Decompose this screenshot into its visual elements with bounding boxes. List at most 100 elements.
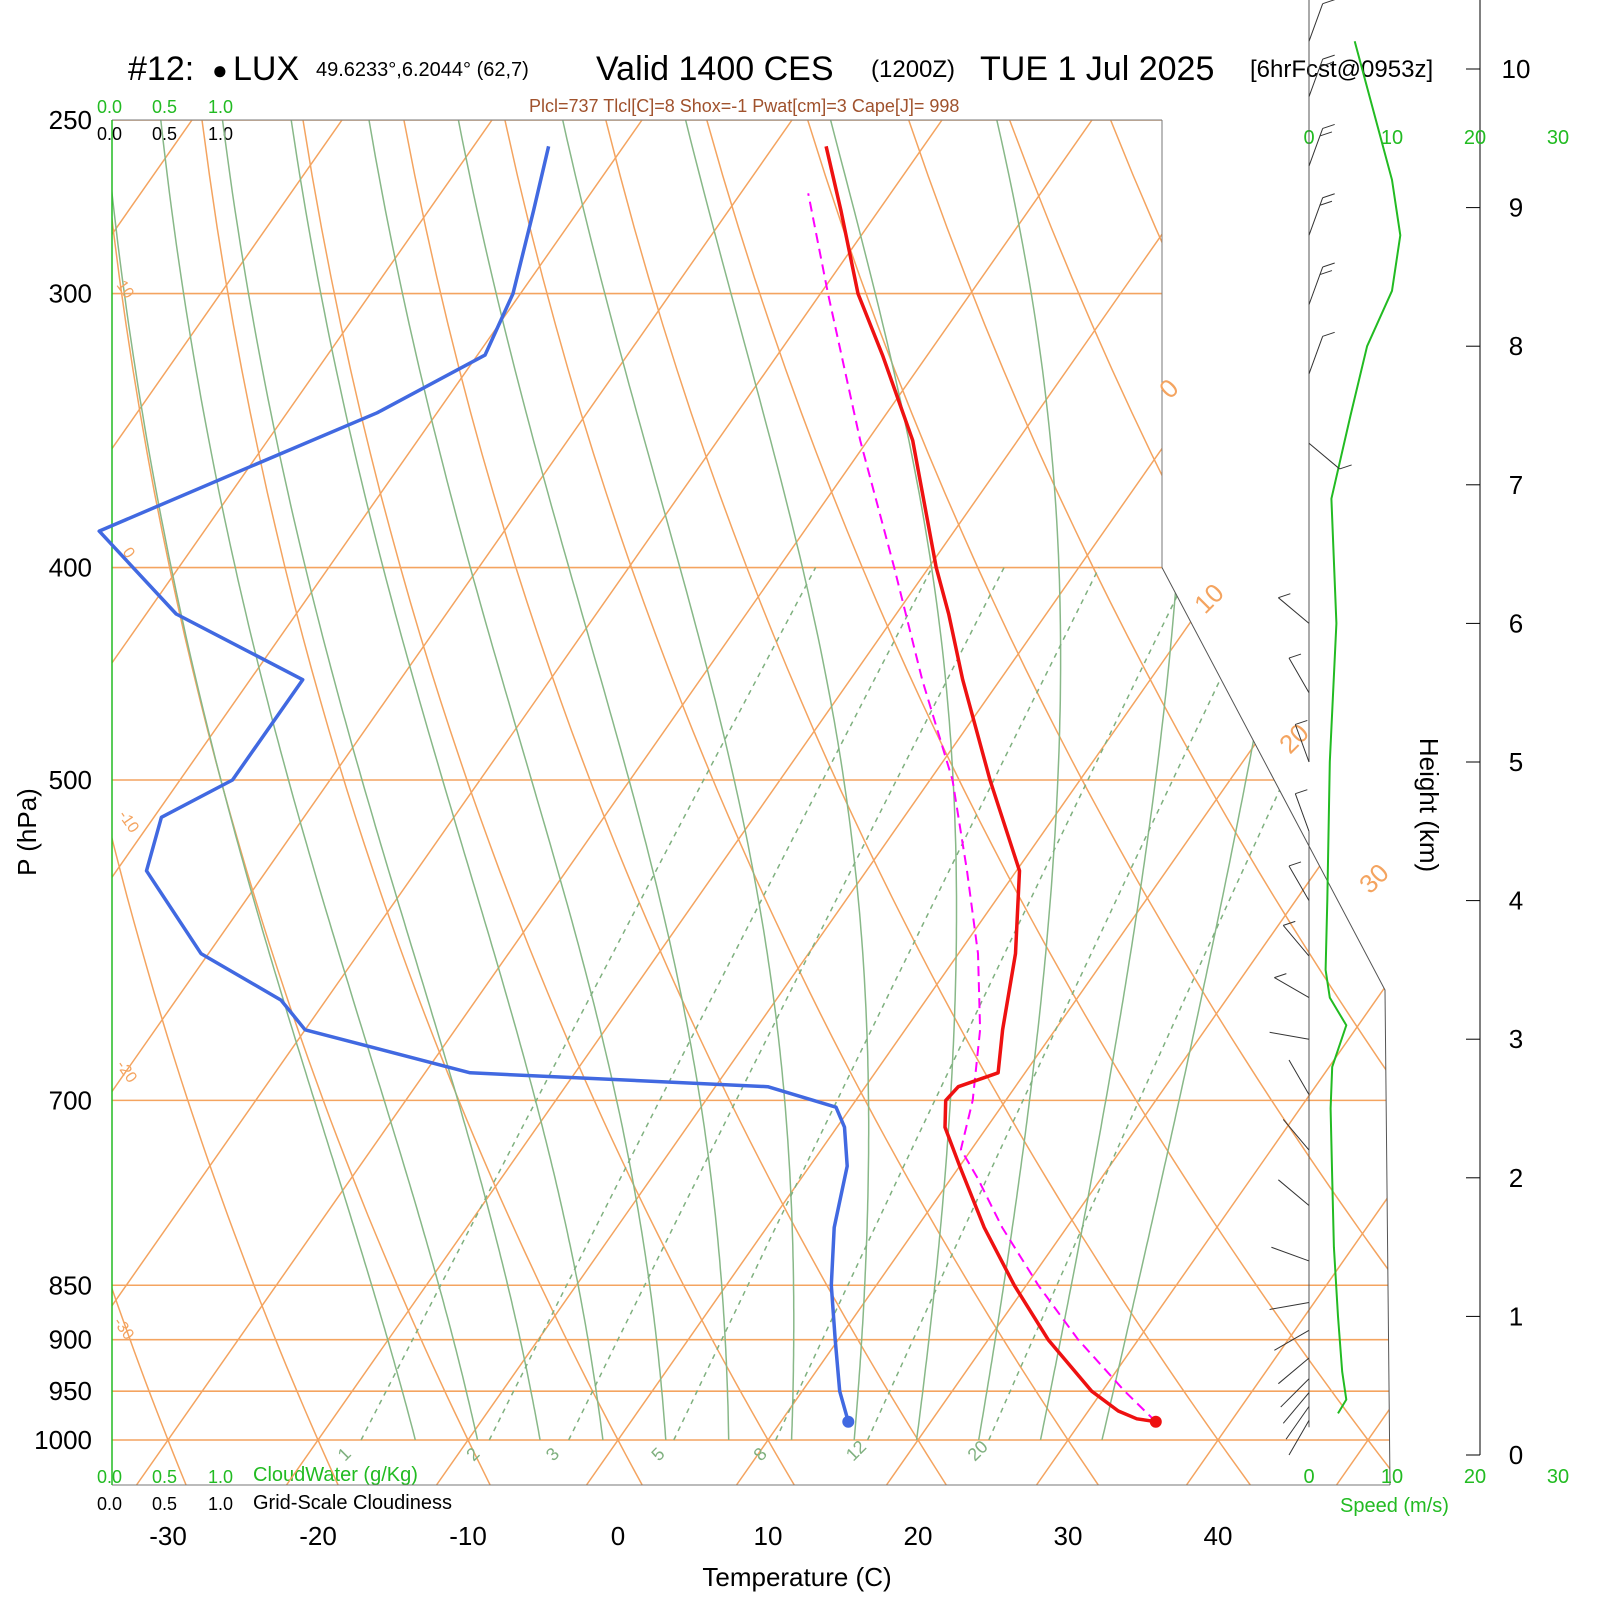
wind-barb xyxy=(1288,865,1310,901)
station-marker: ● xyxy=(212,55,228,85)
temperature-tick-label: -10 xyxy=(449,1521,487,1551)
height-tick-label: 2 xyxy=(1509,1163,1523,1193)
wind-barb-flag xyxy=(1322,123,1335,129)
wind-barb-flag xyxy=(1278,593,1291,599)
speed-tick-top: 30 xyxy=(1547,127,1569,149)
height-tick-label: 1 xyxy=(1509,1301,1523,1331)
wind-barb xyxy=(1282,1392,1310,1424)
wind-barb xyxy=(1288,1059,1310,1095)
dry-adiabat-line xyxy=(706,120,1390,1485)
dry-adiabat-line xyxy=(112,120,192,1485)
moist-adiabat-line xyxy=(112,120,417,1441)
wind-barb-flag xyxy=(1322,54,1335,60)
moist-adiabat-line xyxy=(284,120,604,1441)
isotherm-label: 0 xyxy=(1153,373,1184,404)
wind-barb xyxy=(1274,977,1310,999)
mixing-ratio-label: 3 xyxy=(542,1444,563,1465)
cloudiness-tick-top-1: 0.5 xyxy=(152,124,177,144)
cloudwater-tick-bottom-1: 0.5 xyxy=(152,1467,177,1487)
speed-tick-bottom: 20 xyxy=(1464,1466,1486,1488)
moist-adiabat-line xyxy=(553,120,795,1441)
mixing-ratio-line xyxy=(866,567,1275,1441)
temperature-tick-label: 40 xyxy=(1204,1521,1233,1551)
cloudiness-tick-bottom-0: 0.0 xyxy=(97,1494,122,1514)
height-tick-label: 8 xyxy=(1509,331,1523,361)
isotherm-line xyxy=(1185,120,1390,1485)
wind-barb-flag xyxy=(1319,62,1333,68)
wind-barb-flag xyxy=(1339,464,1352,470)
dry-adiabat-line xyxy=(112,120,344,1485)
moist-adiabat-line xyxy=(361,120,667,1441)
isotherm-line xyxy=(285,120,1243,1485)
mixing-ratio-line xyxy=(568,567,1005,1441)
wind-barb xyxy=(1278,597,1310,624)
wind-speed-line xyxy=(1324,41,1402,1414)
speed-tick-bottom: 0 xyxy=(1303,1466,1314,1488)
pressure-tick-label: 850 xyxy=(49,1270,92,1300)
wind-barb xyxy=(1288,657,1310,693)
mixing-ratio-label: 5 xyxy=(647,1444,668,1465)
cloudwater-tick-bottom-2: 1.0 xyxy=(208,1467,233,1487)
wind-barb xyxy=(1280,1378,1310,1408)
height-tick-label: 10 xyxy=(1502,54,1531,84)
wind-barb-flag xyxy=(1319,270,1333,276)
mixing-ratio-line xyxy=(673,567,1100,1441)
y-axis-title: P (hPa) xyxy=(12,788,42,876)
cloudwater-tick-top-2: 1.0 xyxy=(208,97,233,117)
wind-barb-flag xyxy=(1322,193,1335,199)
moist-adiabat-line xyxy=(216,120,541,1441)
wind-barb xyxy=(1271,1246,1310,1262)
wind-barb xyxy=(1308,58,1324,97)
station-id: #12: xyxy=(128,50,194,88)
temperature-line xyxy=(824,145,1157,1424)
mixing-ratio-line xyxy=(775,567,1192,1441)
height-tick-label: 6 xyxy=(1509,608,1523,638)
isotherm-line xyxy=(112,120,343,1485)
moist-adiabat-line xyxy=(977,120,1062,1441)
temperature-tick-label: 0 xyxy=(611,1521,625,1551)
valid-zulu: (1200Z) xyxy=(871,56,955,83)
isotherm-line xyxy=(435,120,1390,1485)
wind-barb xyxy=(1278,1179,1310,1206)
height-tick-label: 9 xyxy=(1509,193,1523,223)
height-tick-label: 3 xyxy=(1509,1024,1523,1054)
speed-tick-top: 10 xyxy=(1381,127,1403,149)
dry-adiabat-line xyxy=(907,120,1390,1485)
dry-adiabat-line xyxy=(605,120,1259,1485)
pressure-tick-label: 900 xyxy=(49,1325,92,1355)
mixing-ratio-line xyxy=(360,567,817,1441)
wind-barb-flag xyxy=(1322,0,1335,5)
wind-barb xyxy=(1308,442,1340,470)
wind-barb xyxy=(1308,3,1324,42)
wind-barb-flag xyxy=(1322,331,1335,337)
dry-adiabat-line xyxy=(1109,120,1390,1485)
dry-adiabat-line xyxy=(1514,120,1600,1496)
pressure-tick-label: 700 xyxy=(49,1085,92,1115)
wind-barb-flag xyxy=(1295,719,1308,725)
temperature-tick-label: 20 xyxy=(904,1521,933,1551)
temperature-tick-label: -20 xyxy=(299,1521,337,1551)
wind-barb xyxy=(1278,1357,1310,1385)
speed-axis-title: Speed (m/s) xyxy=(1340,1495,1449,1517)
surface-temperature-dot xyxy=(1149,1415,1162,1428)
dry-adiabat-line xyxy=(504,120,1107,1485)
isotherm-line xyxy=(112,120,793,1485)
wind-barb xyxy=(1288,1420,1310,1456)
cloudiness-tick-top-2: 1.0 xyxy=(208,124,233,144)
cloudwater-tick-top-1: 0.5 xyxy=(152,97,177,117)
cloudiness-tick-bottom-1: 0.5 xyxy=(152,1494,177,1514)
wind-barb xyxy=(1282,1119,1310,1151)
wind-barb xyxy=(1285,1406,1310,1440)
height-tick-label: 7 xyxy=(1509,470,1523,500)
height-tick-label: 4 xyxy=(1509,886,1523,916)
wind-barb xyxy=(1308,266,1324,305)
isotherm-label-left: -10 xyxy=(115,808,142,837)
mixing-ratio-line xyxy=(988,567,1383,1441)
surface-dewpoint-dot xyxy=(842,1415,855,1428)
wind-barb-flag xyxy=(1283,920,1296,926)
cloudiness-tick-top-0: 0.0 xyxy=(97,124,122,144)
wind-barb xyxy=(1294,793,1310,832)
wind-barb-flag xyxy=(1322,262,1335,268)
pressure-tick-label: 400 xyxy=(49,553,92,583)
valid-date: TUE 1 Jul 2025 xyxy=(980,50,1214,88)
